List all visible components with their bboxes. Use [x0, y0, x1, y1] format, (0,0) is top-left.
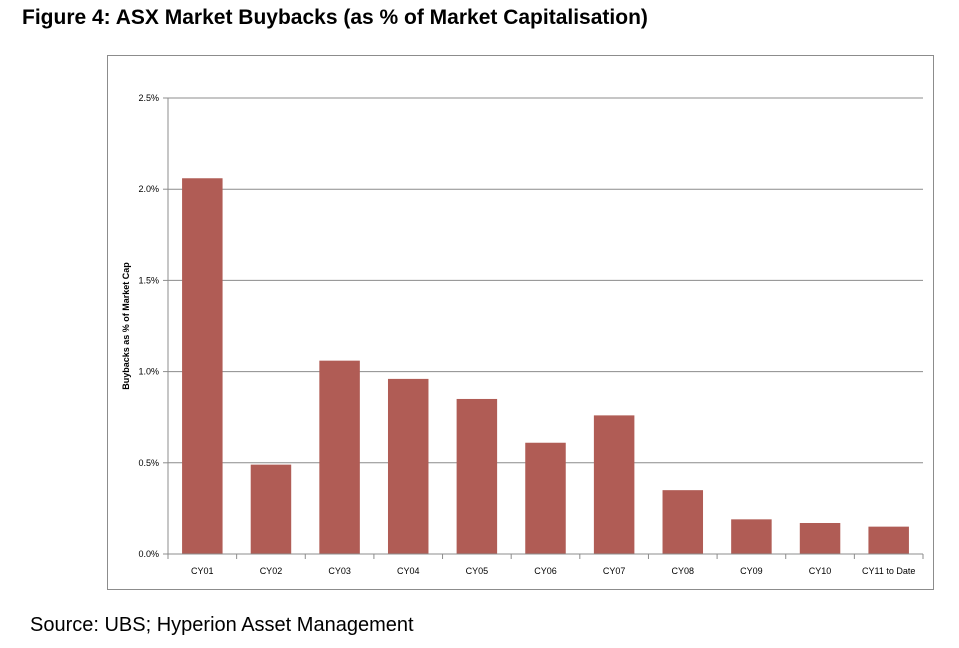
x-tick-label: CY03: [328, 566, 351, 576]
x-tick-label: CY09: [740, 566, 763, 576]
bar: [799, 522, 841, 554]
bar: [182, 178, 223, 555]
x-tick-label: CY08: [672, 566, 695, 576]
x-tick-label: CY06: [534, 566, 557, 576]
x-tick-label: CY07: [603, 566, 626, 576]
x-tick-label: CY10: [809, 566, 832, 576]
bar: [662, 490, 704, 554]
x-tick-label: CY11 to Date: [862, 566, 915, 576]
y-tick-label: 0.5%: [138, 458, 159, 468]
x-tick-label: CY04: [397, 566, 420, 576]
y-tick-label: 1.0%: [138, 367, 159, 377]
x-tick-label: CY05: [466, 566, 489, 576]
bar: [525, 442, 566, 554]
bar: [593, 415, 635, 554]
y-axis-label: Buybacks as % of Market Cap: [121, 262, 131, 390]
x-tick-label: CY02: [260, 566, 283, 576]
y-tick-label: 2.5%: [138, 93, 159, 103]
bar: [387, 378, 429, 554]
y-tick-label: 1.5%: [138, 275, 159, 285]
figure-title: Figure 4: ASX Market Buybacks (as % of M…: [22, 6, 648, 29]
y-tick-label: 2.0%: [138, 184, 159, 194]
y-tick-label: 0.0%: [138, 549, 159, 559]
chart-area: 0.0% 0.5% 1.0% 1.5% 2.0% 2.5% CY01 CY02 CY03 CY04…: [107, 55, 934, 590]
bar: [250, 464, 292, 554]
source-note: Source: UBS; Hyperion Asset Management: [30, 614, 414, 636]
bar-chart: 0.0% 0.5% 1.0% 1.5% 2.0% 2.5% CY01 CY02 CY03 CY04…: [121, 93, 924, 576]
bar: [456, 398, 498, 554]
bar: [868, 526, 909, 554]
bar: [731, 519, 772, 554]
x-tick-label: CY01: [191, 566, 214, 576]
bar: [319, 360, 360, 554]
